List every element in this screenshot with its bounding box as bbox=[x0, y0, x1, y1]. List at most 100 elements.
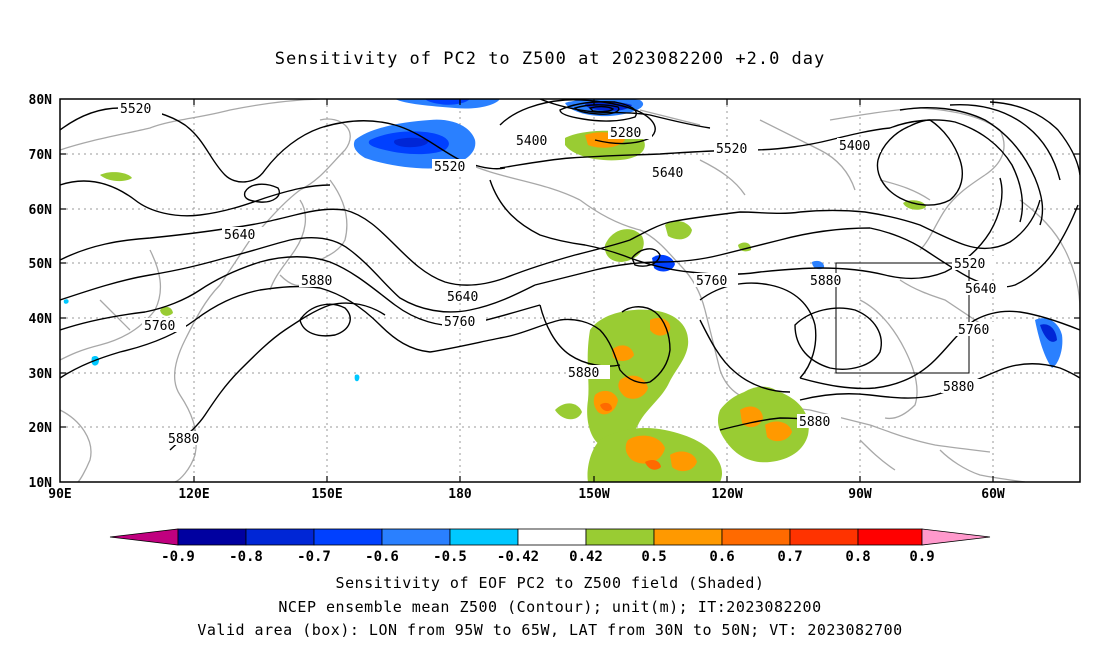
contour-label: 5760 bbox=[142, 318, 186, 334]
lat-label: 60N bbox=[29, 203, 53, 218]
contour-label-text: 5880 bbox=[568, 366, 599, 381]
colorbar-label: 0.8 bbox=[845, 549, 870, 565]
contour-label: 5760 bbox=[956, 322, 1000, 338]
contour-label-text: 5640 bbox=[652, 166, 683, 181]
colorbar-label: -0.9 bbox=[161, 549, 195, 565]
contour-label: 5880 bbox=[299, 273, 343, 289]
colorbar-cell bbox=[245, 528, 315, 546]
colorbar-cell bbox=[449, 528, 519, 546]
lon-label: 60W bbox=[981, 487, 1005, 502]
lon-label: 90E bbox=[48, 487, 71, 502]
colorbar-label: -0.42 bbox=[497, 549, 539, 565]
contour-label-text: 5760 bbox=[958, 323, 989, 338]
contour-label: 5880 bbox=[808, 273, 852, 289]
contour-label-group: 5520 5520 5400 5280 5520 5400 5640 5640 … bbox=[118, 101, 1007, 447]
coastlines bbox=[60, 99, 1080, 482]
colorbar-label: -0.6 bbox=[365, 549, 399, 565]
colorbar-labels: -0.9 -0.8 -0.7 -0.6 -0.5 -0.42 0.42 0.5 … bbox=[161, 549, 935, 565]
caption-contour: NCEP ensemble mean Z500 (Contour); unit(… bbox=[278, 598, 822, 616]
contour-label: 5640 bbox=[222, 227, 266, 243]
colorbar-label: 0.7 bbox=[777, 549, 802, 565]
contour-label: 5640 bbox=[650, 165, 694, 181]
contour-label-text: 5400 bbox=[516, 134, 547, 149]
colorbar-label: -0.7 bbox=[297, 549, 331, 565]
lon-label: 150E bbox=[311, 487, 342, 502]
colorbar-cell bbox=[585, 528, 655, 546]
axis-ticks bbox=[60, 99, 1080, 482]
caption-shaded: Sensitivity of EOF PC2 to Z500 field (Sh… bbox=[335, 574, 765, 592]
contour-label: 5880 bbox=[566, 365, 610, 381]
colorbar-label: 0.5 bbox=[641, 549, 666, 565]
z500-contours bbox=[60, 99, 1080, 451]
colorbar-cell bbox=[177, 528, 247, 546]
contour-label-text: 5640 bbox=[447, 290, 478, 305]
contour-label: 5520 bbox=[432, 159, 476, 175]
contour-label-text: 5520 bbox=[954, 257, 985, 272]
contour-label: 5880 bbox=[166, 431, 210, 447]
contour-label-text: 5760 bbox=[696, 274, 727, 289]
contour-label: 5760 bbox=[442, 314, 486, 330]
contour-label-text: 5880 bbox=[301, 274, 332, 289]
colorbar-label: 0.9 bbox=[909, 549, 934, 565]
colorbar-cell bbox=[789, 528, 859, 546]
contour-label: 5640 bbox=[445, 289, 489, 305]
colorbar-label: 0.6 bbox=[709, 549, 734, 565]
colorbar-cell bbox=[857, 528, 923, 546]
lat-label: 80N bbox=[29, 93, 53, 108]
colorbar-cell bbox=[109, 528, 179, 546]
contour-label-text: 5880 bbox=[799, 415, 830, 430]
contour-label-text: 5640 bbox=[965, 282, 996, 297]
contour-label-text: 5640 bbox=[224, 228, 255, 243]
colorbar-cell bbox=[653, 528, 723, 546]
colorbar-label: 0.42 bbox=[569, 549, 603, 565]
lat-label: 10N bbox=[29, 476, 53, 491]
colorbar-label: -0.5 bbox=[433, 549, 467, 565]
contour-label-text: 5520 bbox=[716, 142, 747, 157]
contour-label: 5880 bbox=[797, 414, 841, 430]
colorbar-cell bbox=[313, 528, 383, 546]
contour-label: 5400 bbox=[837, 138, 881, 154]
contour-label-text: 5880 bbox=[943, 380, 974, 395]
contour-label-text: 5880 bbox=[810, 274, 841, 289]
shaded-negative-regions bbox=[63, 99, 1063, 382]
longitude-labels: 90E 120E 150E 180 150W 120W 90W 60W bbox=[48, 487, 1005, 502]
contour-label: 5520 bbox=[952, 256, 996, 272]
contour-label-text: 5760 bbox=[444, 315, 475, 330]
colorbar-cell bbox=[921, 528, 991, 546]
colorbar-cell bbox=[721, 528, 791, 546]
contour-label: 5400 bbox=[514, 133, 558, 149]
caption-valid-area: Valid area (box): LON from 95W to 65W, L… bbox=[197, 621, 903, 639]
lon-label: 120W bbox=[711, 487, 742, 502]
lat-label: 50N bbox=[29, 257, 53, 272]
contour-label-text: 5760 bbox=[144, 319, 175, 334]
colorbar-cell bbox=[517, 528, 587, 546]
latitude-labels: 80N 70N 60N 50N 40N 30N 20N 10N bbox=[29, 93, 53, 491]
lon-label: 90W bbox=[848, 487, 872, 502]
contour-label: 5520 bbox=[714, 141, 758, 157]
colorbar-label: -0.8 bbox=[229, 549, 263, 565]
lon-label: 150W bbox=[578, 487, 609, 502]
shaded-positive-regions bbox=[100, 130, 926, 482]
contour-label: 5640 bbox=[963, 281, 1007, 297]
lat-label: 70N bbox=[29, 148, 53, 163]
contour-label-text: 5280 bbox=[610, 126, 641, 141]
colorbar-cell bbox=[381, 528, 451, 546]
lat-label: 40N bbox=[29, 312, 53, 327]
map-title: Sensitivity of PC2 to Z500 at 2023082200… bbox=[274, 49, 826, 69]
contour-label: 5760 bbox=[694, 273, 738, 289]
contour-label: 5880 bbox=[941, 379, 985, 395]
map-plot-area bbox=[60, 99, 1080, 482]
lat-label: 30N bbox=[29, 367, 53, 382]
valid-area-box bbox=[835, 262, 970, 374]
contour-label-text: 5520 bbox=[120, 102, 151, 117]
colorbar bbox=[109, 528, 991, 546]
contour-label-text: 5880 bbox=[168, 432, 199, 447]
contour-label-text: 5520 bbox=[434, 160, 465, 175]
contour-label: 5520 bbox=[118, 101, 162, 117]
contour-label-text: 5400 bbox=[839, 139, 870, 154]
lon-label: 180 bbox=[448, 487, 472, 502]
contour-label: 5280 bbox=[608, 125, 652, 141]
map-frame bbox=[59, 98, 1081, 483]
lat-label: 20N bbox=[29, 421, 53, 436]
